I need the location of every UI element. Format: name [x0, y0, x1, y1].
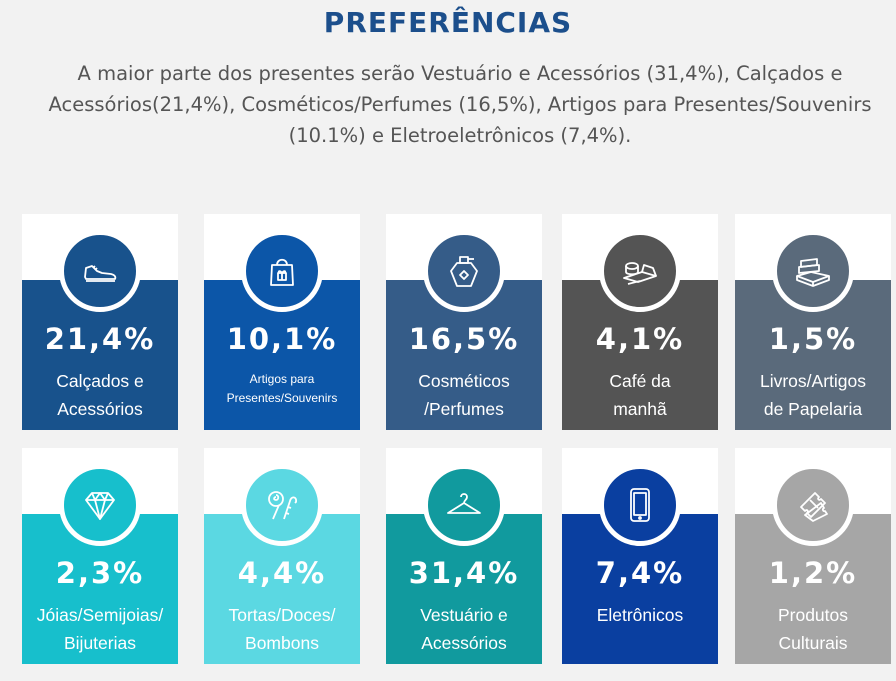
breakfast-icon: [623, 262, 657, 285]
tickets-icon: [800, 492, 828, 522]
candy-icon: [268, 491, 297, 520]
card-percent: 31,4%: [408, 556, 520, 590]
card-percent: 10,1%: [226, 322, 338, 356]
card-icon-circle: [241, 230, 323, 312]
card-icon-circle: [599, 230, 681, 312]
diamond-icon: [85, 492, 115, 520]
category-card-cosmeticos: 16,5% Cosméticos /Perfumes: [386, 214, 542, 430]
card-label: Cosméticos /Perfumes: [418, 371, 510, 419]
card-percent: 1,2%: [768, 556, 858, 590]
smartphone-icon: [630, 488, 650, 522]
card-icon-circle: [772, 230, 854, 312]
gift-bag-icon: [270, 258, 294, 286]
card-percent: 4,1%: [595, 322, 685, 356]
category-card-cafe: 4,1% Café da manhã: [562, 214, 718, 430]
category-card-calcados: 21,4% Calçados e Acessórios: [22, 214, 178, 430]
category-card-joias: 2,3% Jóias/Semijoias/ Bijuterias: [22, 448, 178, 664]
category-card-tortas: 4,4% Tortas/Doces/ Bombons: [204, 448, 360, 664]
card-icon-circle: [59, 230, 141, 312]
hanger-icon: [447, 493, 481, 514]
summary-text: A maior parte dos presentes serão Vestuá…: [48, 62, 872, 147]
card-label: Tortas/Doces/ Bombons: [228, 605, 336, 653]
category-card-presentes: 10,1% Artigos para Presentes/Souvenirs: [204, 214, 360, 430]
card-label: Artigos para Presentes/Souvenirs: [226, 372, 338, 405]
card-percent: 21,4%: [44, 322, 156, 356]
category-card-vestuario: 31,4% Vestuário e Acessórios: [386, 448, 542, 664]
card-label: Produtos Culturais: [777, 605, 849, 653]
perfume-icon: [450, 256, 478, 287]
sneaker-icon: [84, 265, 117, 282]
card-percent: 16,5%: [408, 322, 520, 356]
card-percent: 4,4%: [237, 556, 327, 590]
card-percent: 7,4%: [595, 556, 685, 590]
category-card-livros: 1,5% Livros/Artigos de Papelaria: [735, 214, 891, 430]
card-icon-circle: [423, 464, 505, 546]
page-title: PREFERÊNCIAS: [323, 6, 573, 39]
books-icon: [796, 258, 830, 287]
card-label: Livros/Artigos de Papelaria: [759, 371, 866, 419]
card-percent: 1,5%: [768, 322, 858, 356]
card-percent: 2,3%: [55, 556, 145, 590]
card-icon-circle: [599, 464, 681, 546]
card-icon-circle: [772, 464, 854, 546]
card-icon-circle: [59, 464, 141, 546]
category-card-culturais: 1,2% Produtos Culturais: [735, 448, 891, 664]
card-icon-circle: [241, 464, 323, 546]
category-card-eletronicos: 7,4% Eletrônicos: [562, 448, 718, 664]
card-label: Vestuário e Acessórios: [420, 605, 508, 653]
card-label: Café da manhã: [609, 371, 671, 419]
card-label: Eletrônicos: [596, 605, 684, 625]
card-label: Calçados e Acessórios: [56, 371, 144, 419]
card-label: Jóias/Semijoias/ Bijuterias: [36, 605, 164, 653]
card-icon-circle: [423, 230, 505, 312]
